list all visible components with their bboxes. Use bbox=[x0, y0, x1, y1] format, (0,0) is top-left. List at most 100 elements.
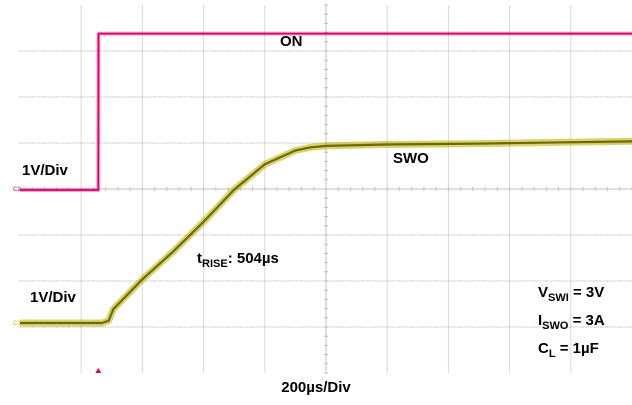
grid-dot bbox=[190, 188, 193, 190]
grid-dot bbox=[349, 280, 352, 282]
grid-dot bbox=[435, 96, 437, 98]
grid-dot bbox=[484, 96, 486, 98]
grid-dot bbox=[313, 234, 315, 236]
grid-dot bbox=[337, 50, 339, 52]
grid-dot bbox=[239, 280, 242, 282]
grid-dot bbox=[288, 280, 290, 282]
grid-dot bbox=[570, 50, 572, 52]
grid-dot bbox=[190, 142, 193, 144]
grid-dot bbox=[215, 280, 217, 282]
grid-dot bbox=[374, 188, 376, 190]
grid-dot bbox=[533, 326, 535, 328]
grid-dot bbox=[251, 234, 254, 236]
x-axis-label: 200µs/Div bbox=[281, 379, 351, 396]
grid-dot bbox=[423, 326, 425, 328]
grid-dot bbox=[472, 50, 474, 52]
grid-dot bbox=[374, 234, 376, 236]
grid-dot bbox=[484, 280, 486, 282]
grid-dot bbox=[227, 188, 229, 190]
grid-dot bbox=[496, 96, 499, 98]
grid-dot bbox=[410, 96, 413, 98]
grid-dot bbox=[435, 188, 437, 190]
grid-dot bbox=[325, 234, 327, 236]
grid-dot bbox=[141, 326, 144, 328]
grid-dot bbox=[68, 142, 70, 144]
grid-dot bbox=[288, 50, 290, 52]
grid-dot bbox=[264, 50, 266, 52]
grid-dot bbox=[92, 280, 95, 282]
grid-dot bbox=[398, 188, 401, 190]
grid-dot bbox=[313, 50, 315, 52]
grid-dot bbox=[43, 280, 46, 282]
trigger-markers bbox=[95, 368, 102, 373]
grid-dot bbox=[435, 280, 437, 282]
grid-dot bbox=[68, 50, 70, 52]
grid-dot bbox=[43, 142, 46, 144]
grid-dot bbox=[313, 326, 315, 328]
grid-dot bbox=[594, 188, 596, 190]
trigger-marker bbox=[95, 368, 102, 373]
grid-dot bbox=[239, 326, 242, 328]
grid-dot bbox=[459, 326, 462, 328]
grid-dot bbox=[117, 234, 119, 236]
grid-dot bbox=[43, 326, 46, 328]
grid-dot bbox=[31, 280, 33, 282]
grid-dot bbox=[31, 96, 33, 98]
grid-dot bbox=[606, 326, 609, 328]
grid-dot bbox=[288, 234, 290, 236]
swo-series-label: SWO bbox=[393, 150, 429, 167]
grid-dot bbox=[447, 234, 450, 236]
grid-dot bbox=[166, 326, 168, 328]
grid-dot bbox=[117, 142, 119, 144]
grid-dot bbox=[19, 280, 21, 282]
grid-dot bbox=[521, 234, 523, 236]
grid-dot bbox=[570, 280, 572, 282]
grid-dot bbox=[337, 188, 339, 190]
grid-dot bbox=[508, 96, 511, 98]
grid-dot bbox=[153, 280, 156, 282]
grid-dot bbox=[410, 50, 413, 52]
grid-dot bbox=[533, 50, 535, 52]
grid-dot bbox=[56, 280, 58, 282]
grid-dot bbox=[410, 280, 413, 282]
grid-dot bbox=[227, 234, 229, 236]
grid-dot bbox=[423, 188, 425, 190]
grid-dot bbox=[117, 326, 119, 328]
grid-dot bbox=[594, 326, 596, 328]
grid-dot bbox=[43, 96, 46, 98]
grid-dot bbox=[68, 280, 70, 282]
grid-dot bbox=[533, 188, 535, 190]
grid-dot bbox=[300, 188, 303, 190]
grid-dot bbox=[227, 50, 229, 52]
grid-dot bbox=[484, 50, 486, 52]
grid-dot bbox=[447, 188, 450, 190]
grid-dot bbox=[129, 50, 131, 52]
grid-dot bbox=[141, 188, 144, 190]
grid-dot bbox=[447, 326, 450, 328]
grid-dot bbox=[80, 234, 82, 236]
grid-dot bbox=[129, 142, 131, 144]
grid-dot bbox=[313, 96, 315, 98]
grid-dot bbox=[190, 50, 193, 52]
grid-dot bbox=[202, 234, 205, 236]
grid-dot bbox=[459, 188, 462, 190]
grid-dot bbox=[398, 234, 401, 236]
grid-dot bbox=[92, 142, 95, 144]
grid-dot bbox=[166, 96, 168, 98]
grid-dot bbox=[19, 142, 21, 144]
grid bbox=[19, 4, 632, 374]
grid-dot bbox=[19, 96, 21, 98]
grid-dot bbox=[264, 142, 266, 144]
grid-dot bbox=[313, 280, 315, 282]
grid-dot bbox=[619, 188, 621, 190]
grid-dot bbox=[459, 234, 462, 236]
grid-dot bbox=[129, 326, 131, 328]
grid-dot bbox=[264, 96, 266, 98]
grid-dot bbox=[570, 326, 572, 328]
grid-dot bbox=[386, 50, 388, 52]
grid-dot bbox=[129, 188, 131, 190]
grid-dot bbox=[80, 50, 82, 52]
grid-dot bbox=[521, 280, 523, 282]
grid-dot bbox=[227, 326, 229, 328]
grid-dot bbox=[374, 96, 376, 98]
